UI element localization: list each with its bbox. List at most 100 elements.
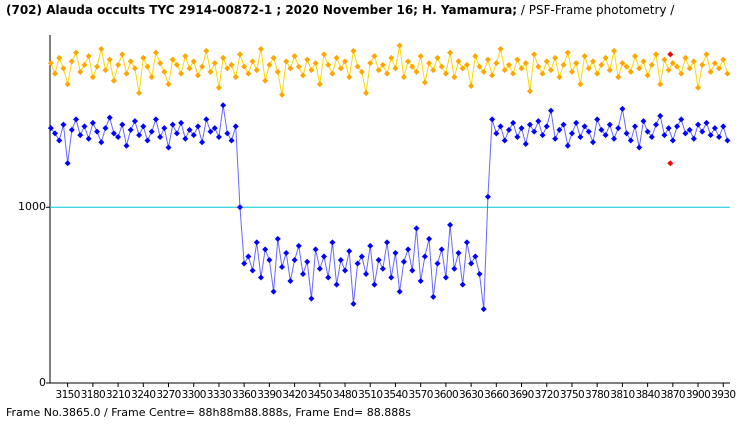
point (568, 68, 575, 75)
highlight-point (667, 160, 674, 167)
point (266, 61, 273, 68)
point (64, 160, 71, 167)
point (253, 67, 260, 74)
point (535, 63, 542, 70)
point (510, 119, 517, 126)
point (657, 112, 664, 119)
point (312, 60, 319, 67)
point (400, 258, 407, 265)
point (577, 81, 584, 88)
point (77, 132, 84, 139)
point (564, 142, 571, 149)
point (363, 271, 370, 278)
point (442, 70, 449, 77)
point (186, 65, 193, 72)
point (56, 137, 63, 144)
point (56, 54, 63, 61)
point (493, 60, 500, 67)
point (518, 125, 525, 132)
point (157, 60, 164, 67)
y-tick-label: 1000 (18, 200, 46, 213)
point (363, 90, 370, 96)
point (325, 274, 332, 281)
point (556, 74, 563, 81)
point (73, 49, 80, 56)
point (417, 53, 424, 60)
point (224, 65, 231, 72)
point (480, 306, 487, 313)
x-tick-label: 3570 (409, 389, 433, 401)
point (665, 125, 672, 132)
point (669, 60, 676, 67)
point (371, 53, 378, 60)
point (636, 65, 643, 72)
point (459, 281, 466, 288)
point (266, 256, 273, 263)
point (653, 121, 660, 128)
point (463, 239, 470, 246)
point (535, 118, 542, 125)
point (148, 128, 155, 135)
point (232, 74, 239, 81)
point (615, 125, 622, 132)
x-tick-label: 3240 (131, 389, 155, 401)
point (85, 135, 92, 142)
point (447, 49, 454, 56)
point (85, 53, 92, 60)
point (52, 130, 59, 137)
point (98, 139, 105, 146)
point (304, 258, 311, 265)
point (695, 84, 702, 91)
point (720, 123, 727, 130)
point (270, 288, 277, 295)
point (329, 70, 336, 77)
point (682, 54, 689, 61)
point (283, 249, 290, 256)
point (518, 65, 525, 72)
point (472, 253, 479, 260)
point (707, 68, 714, 75)
point (573, 60, 580, 67)
point (119, 51, 126, 58)
point (476, 271, 483, 278)
point (342, 58, 349, 65)
point (724, 70, 731, 77)
x-tick-label: 3210 (106, 389, 130, 401)
point (678, 70, 685, 77)
point (627, 137, 634, 144)
point (308, 295, 315, 302)
point (249, 58, 256, 65)
title: (702) Alauda occults TYC 2914-00872-1 ; … (6, 3, 517, 17)
point (468, 260, 475, 267)
point (594, 70, 601, 77)
point (623, 63, 630, 70)
point (89, 74, 96, 81)
x-tick-label: 3870 (661, 389, 685, 401)
point (463, 61, 470, 68)
point (274, 235, 281, 242)
point (375, 67, 382, 74)
point (190, 58, 197, 65)
point (350, 300, 357, 307)
point (703, 51, 710, 58)
series-line (50, 45, 728, 95)
point (346, 74, 353, 81)
x-tick-label: 3480 (333, 389, 357, 401)
point (409, 267, 416, 274)
point (270, 54, 277, 61)
point (581, 123, 588, 130)
point (64, 81, 71, 88)
point (308, 67, 315, 74)
point (472, 53, 479, 60)
point (602, 54, 609, 61)
footer: Frame No.3865.0 / Frame Centre= 88h88m88… (6, 406, 411, 419)
point (632, 123, 639, 130)
point (644, 128, 651, 135)
point (405, 58, 412, 65)
x-tick-label: 3510 (358, 389, 382, 401)
point (215, 133, 222, 140)
x-tick-label: 3750 (560, 389, 584, 401)
point (686, 126, 693, 133)
point (316, 81, 323, 88)
